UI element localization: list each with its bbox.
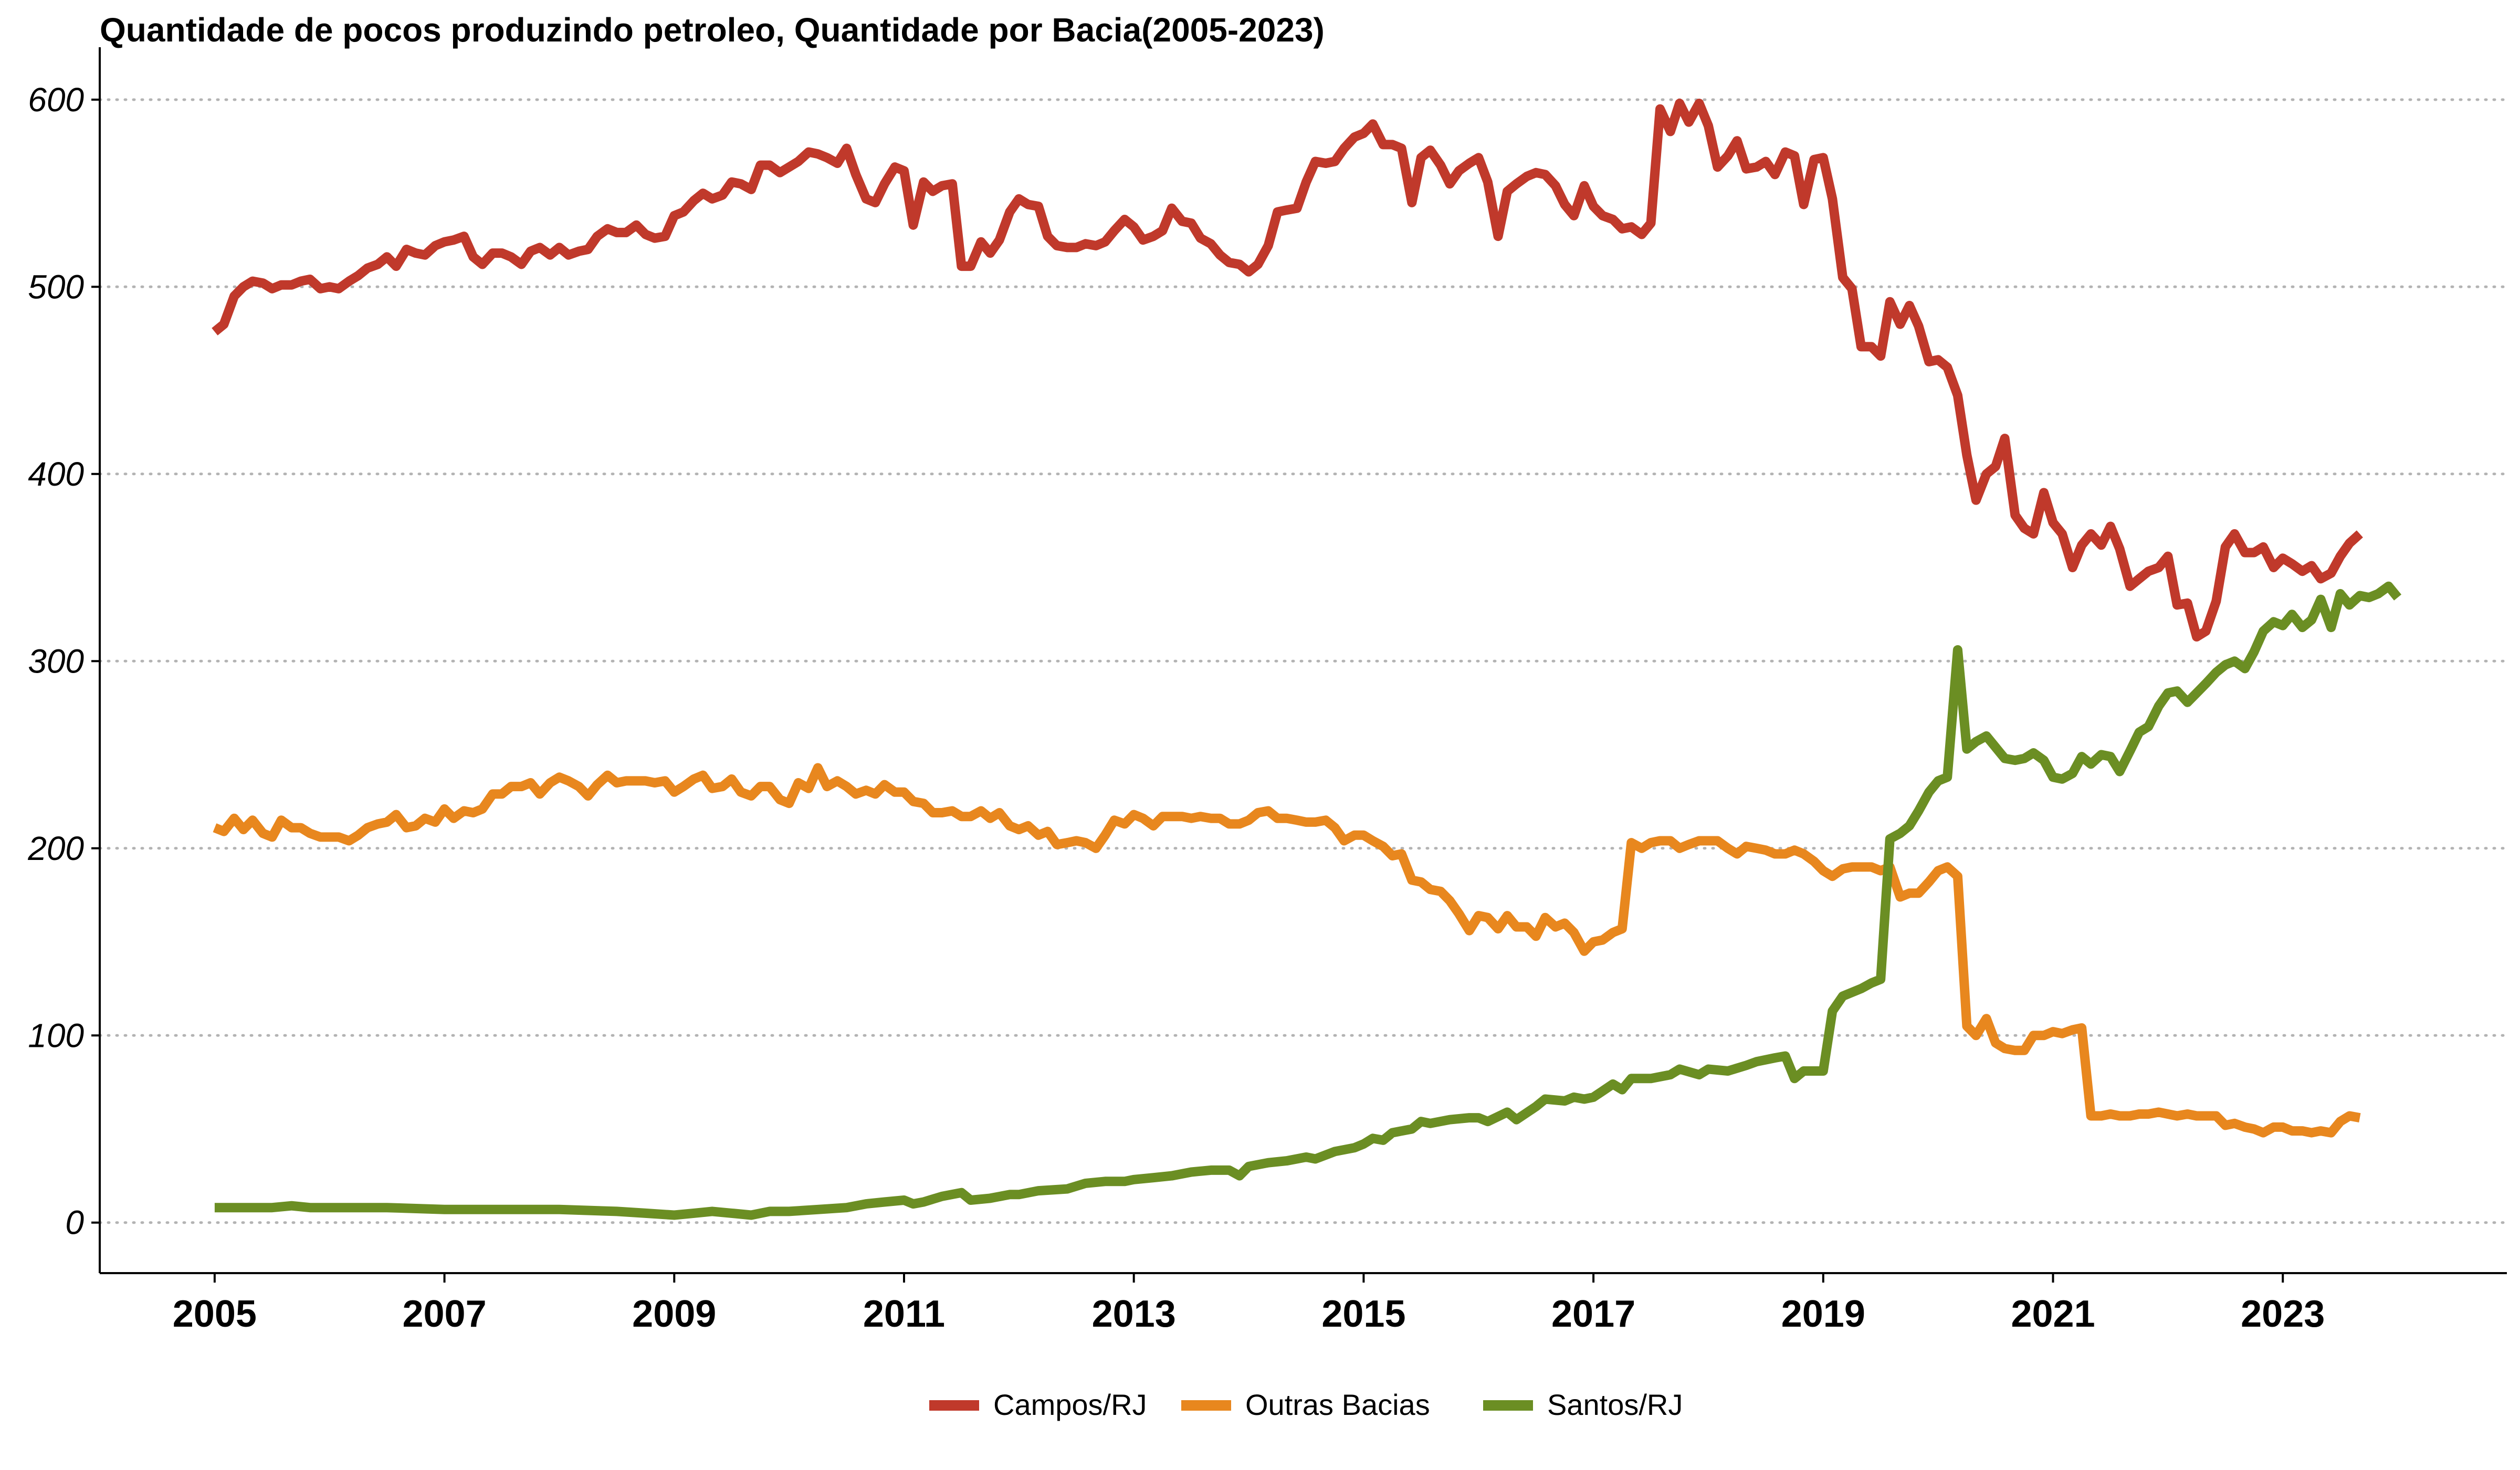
y-tick-labels: 0 100 200 300 400 500 600 — [27, 81, 84, 1242]
x-tick-label: 2009 — [632, 1293, 716, 1335]
grid-lines — [98, 98, 2508, 1224]
y-tick-label: 400 — [28, 455, 84, 493]
series-line-campos-rj — [212, 98, 2363, 642]
x-tick-label: 2023 — [2241, 1293, 2325, 1335]
y-tick-label: 100 — [28, 1016, 84, 1054]
x-tick-label: 2005 — [173, 1293, 257, 1335]
x-tick-labels: 2005 2007 2009 2011 2013 2015 2017 2019 2021 2023 — [173, 1293, 2325, 1335]
x-tick-label: 2007 — [402, 1293, 486, 1335]
x-tick-label: 2015 — [1321, 1293, 1405, 1335]
x-tick-label: 2019 — [1781, 1293, 1865, 1335]
series-lines — [212, 98, 2402, 1220]
x-tick-label: 2011 — [863, 1293, 945, 1335]
y-tick-label: 0 — [65, 1204, 84, 1242]
legend: Campos/RJ Outras Bacias Santos/RJ — [929, 1388, 1683, 1421]
legend-label: Outras Bacias — [1245, 1388, 1430, 1421]
y-tick-label: 300 — [28, 642, 84, 680]
legend-label: Santos/RJ — [1547, 1388, 1683, 1421]
y-tick-label: 200 — [27, 830, 84, 867]
axes — [91, 47, 2507, 1283]
chart-title: Quantidade de pocos produzindo petroleo,… — [100, 11, 1325, 49]
y-tick-label: 600 — [28, 81, 84, 119]
legend-label: Campos/RJ — [993, 1388, 1147, 1421]
x-tick-label: 2013 — [1092, 1293, 1176, 1335]
x-tick-label: 2021 — [2011, 1293, 2095, 1335]
y-tick-label: 500 — [28, 268, 84, 306]
series-line-santos-rj — [214, 581, 2402, 1220]
series-line-outras-bacias — [213, 763, 2361, 1138]
x-tick-label: 2017 — [1551, 1293, 1635, 1335]
